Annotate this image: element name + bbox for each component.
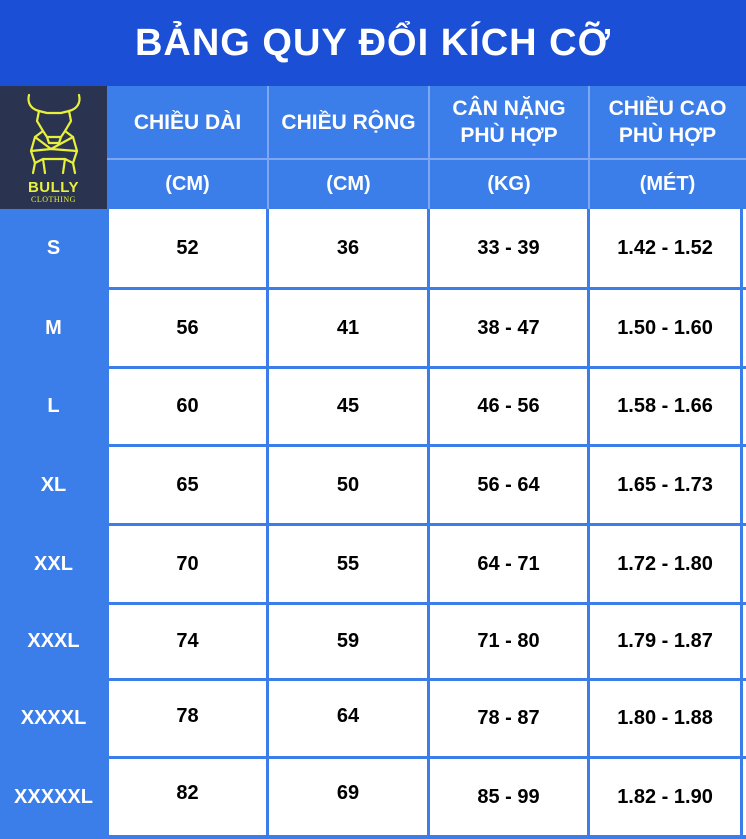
grid-line (0, 835, 746, 839)
grid-line (0, 523, 746, 526)
size-label: L (47, 395, 60, 417)
cell-height: 1.72 - 1.80 (617, 552, 713, 575)
cell-weight: 78 - 87 (477, 707, 540, 729)
title-bar: BẢNG QUY ĐỔI KÍCH CỠ (0, 0, 746, 86)
header-height: CHIỀU CAO PHÙ HỢP (608, 97, 727, 147)
cell-weight: 46 - 56 (477, 395, 540, 417)
cell-length: 82 (176, 781, 199, 804)
page-title: BẢNG QUY ĐỔI KÍCH CỠ (134, 21, 612, 64)
bull-icon (26, 93, 81, 175)
cell-weight: 56 - 64 (477, 473, 540, 496)
header-weight: CÂN NẶNG PHÙ HỢP (452, 97, 566, 147)
cell-weight: 85 - 99 (477, 785, 540, 808)
cell-width: 59 (336, 630, 360, 652)
header-divider (428, 86, 430, 209)
grid-line (0, 287, 746, 290)
grid-line (0, 602, 746, 605)
grid-line (0, 756, 746, 759)
cell-width: 50 (336, 473, 360, 496)
cell-height: 1.42 - 1.52 (617, 236, 713, 259)
header-row (0, 86, 746, 209)
brand-logo: BULLY CLOTHING (0, 86, 107, 209)
unit-length: (CM) (165, 173, 210, 195)
cell-weight: 38 - 47 (477, 316, 540, 339)
cell-length: 70 (176, 552, 199, 575)
unit-width: (CM) (326, 173, 371, 195)
grid-line (0, 444, 746, 447)
unit-height: (MÉT) (639, 173, 696, 195)
cell-length: 52 (176, 236, 199, 259)
header-divider (267, 86, 269, 209)
logo-brand: BULLY (27, 179, 80, 196)
size-label: XXXXXL (14, 785, 93, 808)
cell-width: 41 (336, 316, 360, 339)
header-divider (588, 86, 590, 209)
cell-width: 36 (336, 236, 360, 259)
cell-width: 64 (336, 704, 360, 727)
unit-weight: (KG) (487, 173, 531, 195)
size-label: S (46, 236, 61, 259)
grid-line (0, 366, 746, 369)
cell-length: 56 (176, 316, 199, 339)
size-label: XXXXL (20, 707, 87, 729)
logo-subtitle: CLOTHING (31, 195, 76, 204)
cell-length: 78 (176, 704, 199, 727)
cell-width: 45 (336, 395, 360, 417)
grid-line (0, 678, 746, 681)
cell-height: 1.65 - 1.73 (617, 473, 713, 496)
cell-height: 1.82 - 1.90 (617, 785, 713, 808)
header-width: CHIỀU RỘNG (281, 110, 416, 134)
size-label: M (45, 316, 62, 339)
header-divider (107, 158, 746, 160)
cell-width: 69 (336, 781, 360, 804)
size-label: XL (40, 473, 67, 496)
size-label: XXL (34, 552, 73, 575)
cell-weight: 64 - 71 (477, 552, 540, 575)
header-length: CHIỀU DÀI (133, 110, 242, 134)
cell-weight: 33 - 39 (477, 236, 540, 259)
size-label: XXXL (27, 630, 80, 652)
cell-height: 1.79 - 1.87 (617, 630, 713, 652)
cell-length: 65 (176, 473, 199, 496)
cell-length: 74 (176, 630, 199, 652)
cell-weight: 71 - 80 (477, 630, 540, 652)
cell-height: 1.50 - 1.60 (617, 316, 713, 339)
cell-height: 1.80 - 1.88 (617, 707, 713, 729)
cell-height: 1.58 - 1.66 (617, 395, 713, 417)
cell-length: 60 (176, 395, 199, 417)
cell-width: 55 (336, 552, 360, 575)
